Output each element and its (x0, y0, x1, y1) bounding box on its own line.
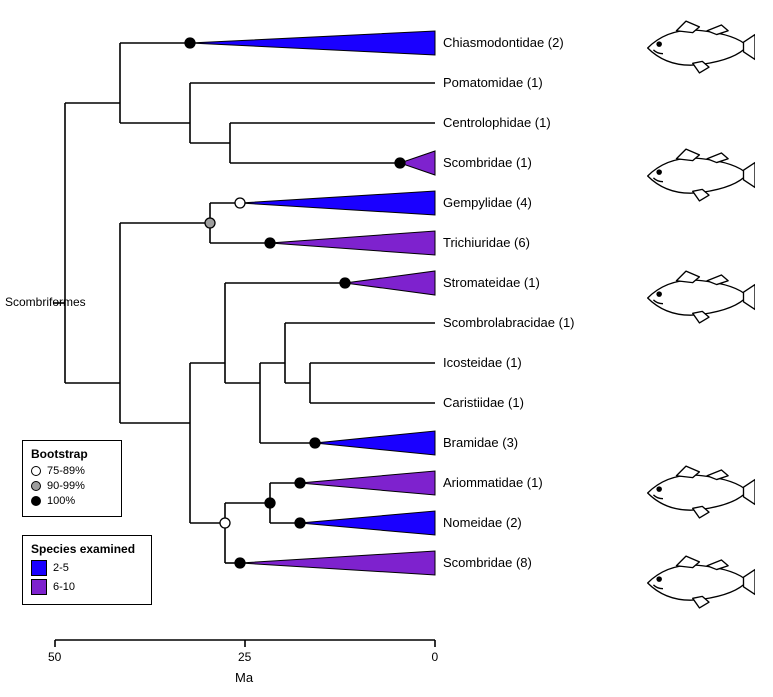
legend-bootstrap-title: Bootstrap (31, 447, 113, 461)
legend-row: 100% (31, 495, 113, 507)
legend-label: 100% (47, 495, 75, 507)
legend-label: 2-5 (53, 562, 69, 574)
tip-label: Scombrolabracidae (1) (443, 315, 575, 330)
tip-label: Pomatomidae (1) (443, 75, 543, 90)
phylogeny-figure: Scombriformes Chiasmodontidae (2) Pomatom… (0, 0, 773, 697)
tip-label: Trichiuridae (6) (443, 235, 530, 250)
fish-illustration-icon (640, 555, 755, 610)
axis-tick-label: 25 (238, 650, 251, 664)
tip-label: Scombridae (1) (443, 155, 532, 170)
legend-row: 90-99% (31, 480, 113, 492)
tip-label: Ariommatidae (1) (443, 475, 543, 490)
fish-illustration-icon (640, 270, 755, 325)
fish-illustration-icon (640, 465, 755, 520)
tip-label: Bramidae (3) (443, 435, 518, 450)
legend-label: 6-10 (53, 581, 75, 593)
legend-row: 2-5 (31, 560, 143, 576)
tip-label: Icosteidae (1) (443, 355, 522, 370)
legend-species: Species examined 2-5 6-10 (22, 535, 152, 605)
legend-row: 75-89% (31, 465, 113, 477)
bootstrap-marker-icon (31, 496, 41, 506)
species-swatch-icon (31, 560, 47, 576)
legend-bootstrap: Bootstrap 75-89% 90-99% 100% (22, 440, 122, 517)
legend-row: 6-10 (31, 579, 143, 595)
tip-label: Caristiidae (1) (443, 395, 524, 410)
bootstrap-marker-icon (31, 466, 41, 476)
tip-label: Gempylidae (4) (443, 195, 532, 210)
species-swatch-icon (31, 579, 47, 595)
tip-label: Scombridae (8) (443, 555, 532, 570)
legend-label: 75-89% (47, 465, 85, 477)
axis-title: Ma (235, 670, 253, 685)
fish-illustration-icon (640, 148, 755, 203)
root-label: Scombriformes (5, 295, 86, 309)
tip-label: Chiasmodontidae (2) (443, 35, 564, 50)
fish-illustration-icon (640, 20, 755, 75)
legend-label: 90-99% (47, 480, 85, 492)
bootstrap-marker-icon (31, 481, 41, 491)
tip-label: Stromateidae (1) (443, 275, 540, 290)
tip-label: Centrolophidae (1) (443, 115, 551, 130)
axis-tick-label: 0 (432, 650, 439, 664)
axis-tick-label: 50 (48, 650, 61, 664)
tip-label: Nomeidae (2) (443, 515, 522, 530)
legend-species-title: Species examined (31, 542, 143, 556)
